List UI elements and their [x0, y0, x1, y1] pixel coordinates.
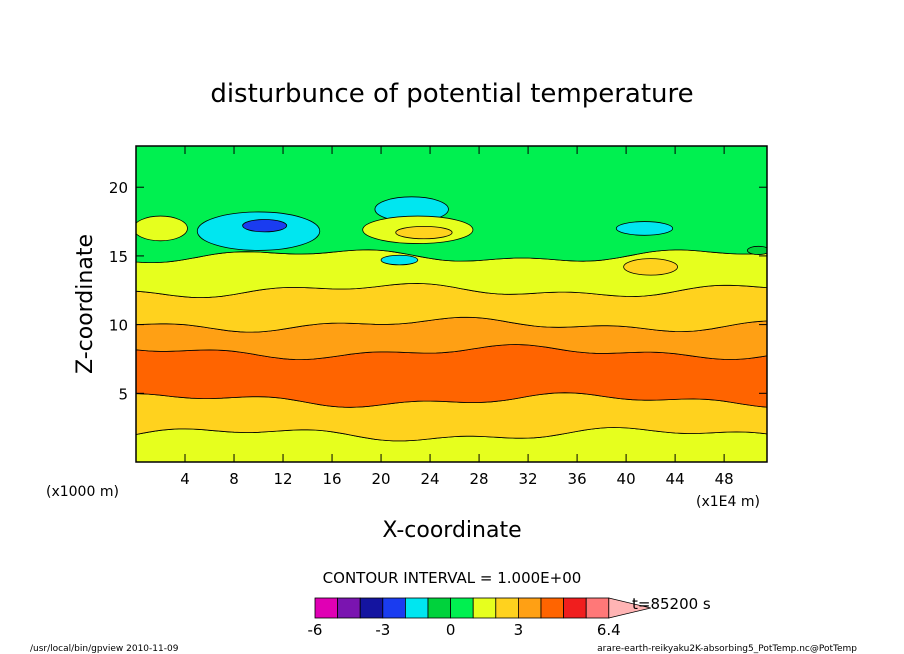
colorbar: -6 -3 0 3 6.4	[308, 597, 651, 639]
contour-region	[395, 225, 453, 240]
y-tick-label: 20	[109, 179, 128, 197]
contour-region	[136, 215, 188, 242]
colorbar-tick-label: -3	[375, 621, 390, 639]
colorbar-arrow	[608, 597, 651, 619]
x-tick-label: 4	[180, 470, 190, 488]
contour-region	[615, 221, 674, 236]
chart-title: disturbunce of potential temperature	[210, 79, 693, 109]
colorbar-cell	[450, 597, 474, 619]
x-tick-label: 24	[421, 470, 440, 488]
x-unit-right: (x1E4 m)	[696, 494, 760, 510]
y-axis-label: Z-coordinate	[73, 234, 98, 374]
y-tick-label: 10	[109, 317, 128, 335]
colorbar-cell	[472, 597, 497, 619]
contour-interval-label: CONTOUR INTERVAL = 1.000E+00	[323, 569, 582, 587]
plot-area	[136, 146, 767, 462]
x-tick-label: 48	[715, 470, 734, 488]
x-axis-label: X-coordinate	[382, 518, 521, 543]
colorbar-cell	[382, 597, 406, 619]
colorbar-cell	[540, 597, 565, 619]
colorbar-cell	[495, 597, 519, 619]
x-tick-label: 32	[519, 470, 538, 488]
colorbar-cell	[518, 597, 542, 619]
x-tick-label: 12	[273, 470, 292, 488]
colorbar-cell	[585, 597, 610, 619]
x-tick-label: 28	[470, 470, 489, 488]
x-tick-label: 40	[617, 470, 636, 488]
contour-band	[136, 344, 767, 408]
time-label: t=85200 s	[632, 595, 711, 613]
colorbar-cell	[337, 597, 361, 619]
x-tick-label: 8	[229, 470, 239, 488]
x-tick-label: 16	[322, 470, 341, 488]
footer-right: arare-earth-reikyaku2K-absorbing5_PotTem…	[597, 644, 857, 654]
colorbar-cell	[359, 597, 384, 619]
colorbar-cell	[404, 597, 429, 619]
colorbar-cell	[563, 597, 587, 619]
colorbar-tick-label: 3	[514, 621, 524, 639]
y-tick-label: 5	[118, 385, 128, 403]
colorbar-cell	[314, 597, 339, 619]
contour-region	[746, 245, 767, 255]
x-tick-label: 36	[568, 470, 587, 488]
x-tick-label: 20	[372, 470, 391, 488]
contour-region	[623, 258, 678, 276]
contour-region	[380, 254, 419, 266]
x-tick-label: 44	[666, 470, 685, 488]
footer-left: /usr/local/bin/gpview 2010-11-09	[30, 644, 179, 654]
colorbar-tick-label: 0	[446, 621, 456, 639]
contour-region	[242, 219, 288, 233]
colorbar-tick-label: 6.4	[597, 621, 621, 639]
y-tick-label: 15	[109, 248, 128, 266]
colorbar-tick-label: -6	[308, 621, 323, 639]
plot-frame	[135, 145, 768, 463]
colorbar-cell	[427, 597, 452, 619]
x-unit-left: (x1000 m)	[46, 484, 119, 500]
